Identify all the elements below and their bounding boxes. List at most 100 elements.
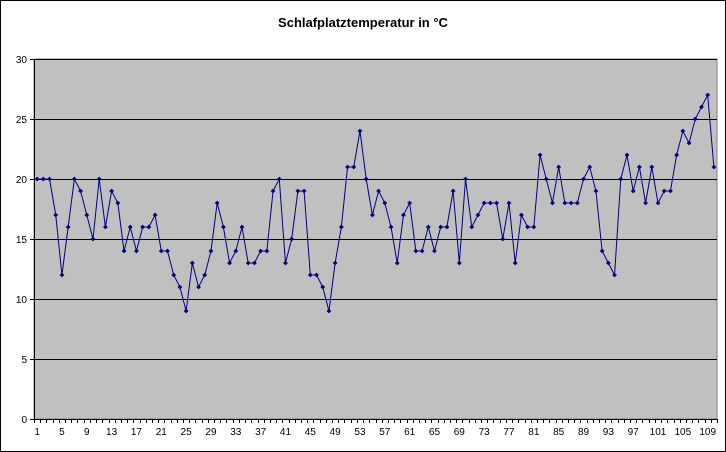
data-point	[233, 248, 239, 254]
data-point	[283, 260, 288, 266]
data-point	[537, 152, 543, 158]
data-point	[463, 176, 468, 182]
data-point	[674, 152, 680, 158]
data-point	[401, 212, 406, 218]
series-line	[37, 93, 715, 312]
x-tick-label: 41	[280, 427, 292, 438]
x-tick-label: 97	[628, 427, 640, 438]
data-point	[90, 236, 96, 242]
data-point	[301, 188, 307, 194]
data-point	[500, 236, 506, 242]
data-point	[481, 200, 487, 206]
data-point	[649, 164, 655, 170]
x-tick-label: 109	[699, 427, 716, 438]
data-point	[512, 260, 518, 266]
y-tick-label: 10	[16, 295, 28, 306]
x-tick-label: 9	[84, 427, 90, 438]
y-tick-label: 20	[16, 175, 28, 186]
x-tick-label: 33	[230, 427, 242, 438]
data-point	[84, 212, 90, 218]
y-tick-label: 15	[16, 235, 28, 246]
chart-title: Schlafplatztemperatur in °C	[278, 15, 449, 30]
data-point	[550, 200, 555, 206]
data-point	[581, 176, 586, 182]
data-point	[531, 224, 537, 230]
data-point	[314, 272, 319, 278]
data-point	[432, 248, 437, 254]
data-point	[177, 284, 183, 290]
data-point	[574, 200, 580, 206]
x-tick-label: 61	[404, 427, 416, 438]
data-point	[134, 248, 139, 254]
data-point	[171, 272, 177, 278]
data-point	[419, 248, 425, 254]
x-tick-label: 25	[181, 427, 193, 438]
data-point	[121, 248, 127, 254]
x-tick-label: 73	[479, 427, 491, 438]
x-tick-label: 57	[379, 427, 391, 438]
data-point	[47, 176, 52, 182]
x-tick-label: 105	[675, 427, 692, 438]
data-point	[475, 212, 481, 218]
data-point	[680, 128, 686, 134]
data-point	[363, 176, 369, 182]
x-tick-label: 65	[429, 427, 441, 438]
y-tick-label: 30	[16, 55, 28, 66]
data-point	[53, 212, 59, 218]
data-point	[407, 200, 413, 206]
data-point	[40, 176, 46, 182]
data-point	[699, 104, 704, 110]
x-tick-label: 5	[59, 427, 65, 438]
data-point	[444, 224, 450, 230]
data-point	[34, 176, 40, 182]
data-point	[587, 164, 593, 170]
data-point	[202, 272, 208, 278]
data-point	[692, 116, 698, 122]
x-tick-label: 21	[156, 427, 168, 438]
data-point	[593, 188, 599, 194]
data-point	[599, 248, 605, 254]
data-points	[34, 92, 717, 314]
data-point	[711, 164, 717, 170]
x-tick-label: 81	[528, 427, 540, 438]
data-point	[245, 260, 251, 266]
data-point	[605, 260, 611, 266]
x-tick-label: 1	[34, 427, 40, 438]
data-point	[487, 200, 493, 206]
data-point	[71, 176, 77, 182]
data-point	[307, 272, 313, 278]
data-point	[705, 92, 711, 98]
data-point	[655, 200, 661, 206]
data-point	[196, 284, 201, 290]
data-point	[276, 176, 282, 182]
data-point	[376, 188, 382, 194]
data-point	[618, 176, 624, 182]
data-point	[270, 188, 276, 194]
x-tick-label: 29	[205, 427, 217, 438]
x-tick-label: 49	[330, 427, 342, 438]
data-point	[338, 224, 344, 230]
data-point	[289, 236, 295, 242]
y-tick-label: 5	[21, 355, 27, 366]
data-point	[78, 188, 83, 194]
data-point	[115, 200, 121, 206]
y-tick-label: 0	[21, 415, 27, 426]
data-point	[264, 248, 270, 254]
data-point	[612, 272, 617, 278]
data-point	[369, 212, 375, 218]
data-point	[543, 176, 549, 182]
data-point	[394, 260, 400, 266]
data-point	[227, 260, 232, 266]
data-point	[140, 224, 146, 230]
y-tick-label: 25	[16, 115, 28, 126]
gridlines	[34, 59, 717, 360]
data-point	[636, 164, 642, 170]
data-point	[127, 224, 133, 230]
x-tick-label: 53	[354, 427, 366, 438]
data-point	[469, 224, 475, 230]
x-tick-label: 89	[578, 427, 590, 438]
data-point	[96, 176, 102, 182]
data-point	[165, 248, 170, 254]
data-point	[556, 164, 562, 170]
